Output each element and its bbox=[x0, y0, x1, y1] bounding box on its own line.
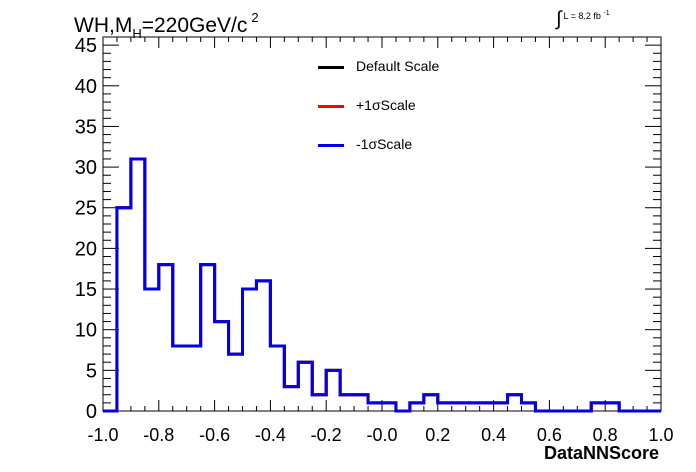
series-line-2 bbox=[103, 157, 661, 413]
x-tick-label: -0.0 bbox=[366, 425, 397, 445]
y-tick-label: 40 bbox=[75, 76, 97, 98]
legend-entry-minus: -1σScale bbox=[318, 136, 439, 175]
x-tick-label: 1.0 bbox=[648, 425, 673, 445]
plot-title: WH,MH=220GeV/c 2 bbox=[74, 10, 259, 41]
legend-label-minus: -1σScale bbox=[356, 136, 413, 152]
y-tick-label: 0 bbox=[86, 401, 97, 423]
series-line-1 bbox=[103, 157, 661, 413]
legend-entry-plus: +1σScale bbox=[318, 97, 439, 136]
y-tick-label: 5 bbox=[86, 360, 97, 382]
y-tick-label: 10 bbox=[75, 320, 97, 342]
series-layer bbox=[103, 157, 661, 413]
y-tick-label: 15 bbox=[75, 279, 97, 301]
axis-ticks: -1.0 -0.8 -0.6 -0.4 -0.2 -0.0 0.2 0.4 0.6 0.8 1.0 0… bbox=[75, 35, 674, 445]
x-axis-label: DataNNScore bbox=[543, 443, 659, 463]
y-tick-label: 45 bbox=[75, 35, 97, 57]
legend-label-default: Default Scale bbox=[356, 58, 440, 74]
y-tick-label: 20 bbox=[75, 238, 97, 260]
x-tick-label: 0.8 bbox=[593, 425, 618, 445]
x-tick-label: -0.2 bbox=[311, 425, 342, 445]
legend-entry-default: Default Scale bbox=[318, 58, 439, 97]
x-tick-label: 0.6 bbox=[537, 425, 562, 445]
legend-swatch-plus bbox=[318, 105, 344, 108]
legend-swatch-default bbox=[318, 66, 344, 69]
x-tick-label: 0.4 bbox=[481, 425, 506, 445]
x-tick-label: -0.8 bbox=[143, 425, 174, 445]
x-tick-label: -0.6 bbox=[199, 425, 230, 445]
y-tick-label: 30 bbox=[75, 157, 97, 179]
y-tick-label: 35 bbox=[75, 116, 97, 138]
legend: Default Scale +1σScale -1σScale bbox=[318, 58, 439, 175]
legend-label-plus: +1σScale bbox=[356, 97, 416, 113]
series-line-0 bbox=[103, 157, 661, 413]
y-tick-label: 25 bbox=[75, 198, 97, 220]
x-tick-label: -1.0 bbox=[87, 425, 118, 445]
legend-swatch-minus bbox=[318, 144, 344, 147]
luminosity-label: ∫ L = 8.2 fb -1 bbox=[556, 8, 610, 30]
x-tick-label: 0.2 bbox=[425, 425, 450, 445]
x-tick-label: -0.4 bbox=[255, 425, 286, 445]
